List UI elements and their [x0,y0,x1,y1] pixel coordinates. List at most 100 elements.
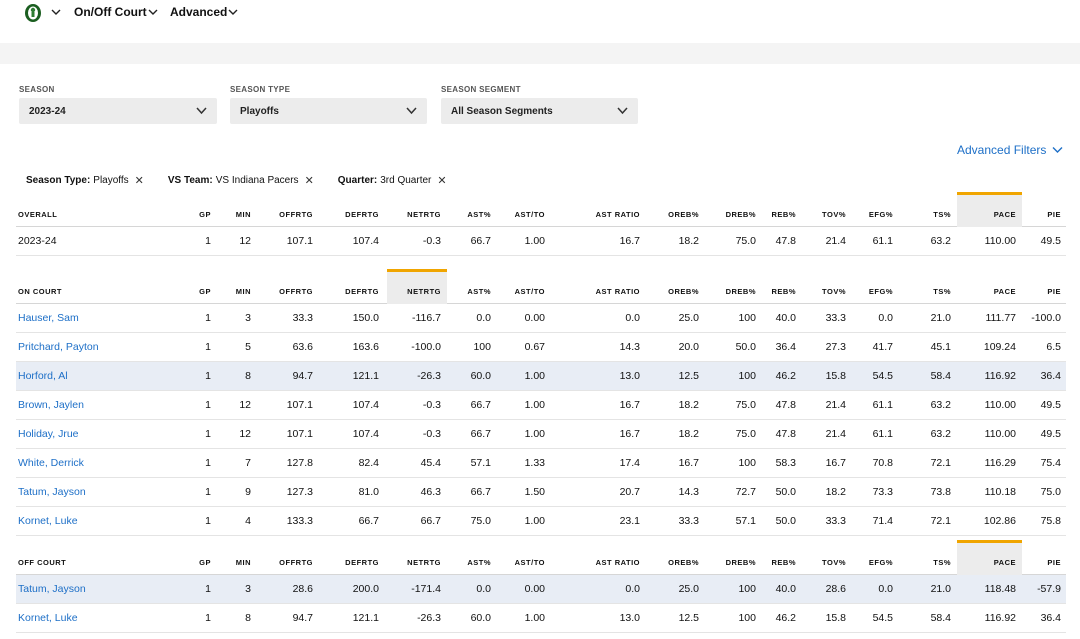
column-header-ast-[interactable]: AST% [467,286,491,296]
column-header-gp[interactable]: GP [199,209,211,219]
player-link[interactable]: Tatum, Jayson [18,486,86,498]
column-header-min[interactable]: MIN [235,557,251,567]
column-header-pie[interactable]: PIE [1047,557,1061,567]
column-header-defrtg[interactable]: DEFRTG [345,286,379,296]
column-header-ts-[interactable]: TS% [933,209,951,219]
player-link[interactable]: Tatum, Jayson [18,583,86,595]
stat-cell: 100 [473,341,491,353]
team-logo-icon[interactable] [24,3,42,23]
column-header-ast-to[interactable]: AST/TO [514,557,545,567]
filter-chip-vs-team: VS Team: VS Indiana Pacers ✕ [168,174,314,187]
player-link[interactable]: White, Derrick [18,457,84,469]
column-header-offrtg[interactable]: OFFRTG [279,557,313,567]
stat-cell: 133.3 [286,515,313,527]
team-chevron-down-icon[interactable] [51,8,61,16]
column-header-ast-to[interactable]: AST/TO [514,286,545,296]
column-header-ts-[interactable]: TS% [933,557,951,567]
player-link[interactable]: Brown, Jaylen [18,399,84,411]
column-header-pie[interactable]: PIE [1047,286,1061,296]
column-header-netrtg[interactable]: NETRTG [407,286,441,296]
stat-cell: 121.1 [352,612,379,624]
stat-cell: 17.4 [619,457,640,469]
advanced-chevron-down-icon[interactable] [228,8,238,16]
column-header-efg-[interactable]: EFG% [868,557,893,567]
player-link[interactable]: Horford, Al [18,370,68,382]
column-header-min[interactable]: MIN [235,209,251,219]
column-header-tov-[interactable]: TOV% [822,286,846,296]
stat-cell: 66.7 [470,486,491,498]
column-header-efg-[interactable]: EFG% [868,286,893,296]
column-header-offrtg[interactable]: OFFRTG [279,286,313,296]
player-link[interactable]: Hauser, Sam [18,312,79,324]
stat-cell: 58.4 [930,370,951,382]
column-header-pie[interactable]: PIE [1047,209,1061,219]
top-nav: On/Off Court Advanced [0,0,1080,26]
stat-cell: 54.5 [872,370,893,382]
remove-chip-icon[interactable]: ✕ [437,175,447,187]
column-header-pace[interactable]: PACE [993,286,1016,296]
player-link[interactable]: Kornet, Luke [18,515,78,527]
season-type-select[interactable]: Playoffs [230,98,427,124]
column-header-tov-[interactable]: TOV% [822,557,846,567]
stat-cell: 127.8 [286,457,313,469]
stat-cell: 28.6 [292,583,313,595]
nav-advanced[interactable]: Advanced [170,5,228,19]
column-header-pace[interactable]: PACE [993,209,1016,219]
column-header-dreb-[interactable]: DREB% [725,209,756,219]
player-link[interactable]: Holiday, Jrue [18,428,79,440]
stat-cell: 46.3 [420,486,441,498]
player-link[interactable]: Pritchard, Payton [18,341,99,353]
column-header-gp[interactable]: GP [199,557,211,567]
column-header-oreb-[interactable]: OREB% [668,209,699,219]
column-header-ts-[interactable]: TS% [933,286,951,296]
stat-cell: 14.3 [619,341,640,353]
column-header-ast-ratio[interactable]: AST RATIO [595,557,640,567]
column-header-reb-[interactable]: REB% [771,209,796,219]
column-header-ast-[interactable]: AST% [467,209,491,219]
column-header-gp[interactable]: GP [199,286,211,296]
season-select[interactable]: 2023-24 [19,98,217,124]
on-off-chevron-down-icon[interactable] [148,8,158,16]
column-header-min[interactable]: MIN [235,286,251,296]
column-header-defrtg[interactable]: DEFRTG [345,209,379,219]
advanced-filters-toggle[interactable]: Advanced Filters [957,143,1063,157]
column-header-ast-to[interactable]: AST/TO [514,209,545,219]
table-row: Brown, Jaylen 1 12 107.1 107.4 -0.3 66.7 1.00 16… [16,391,1066,420]
stat-cell: 4 [245,515,251,527]
column-header-oreb-[interactable]: OREB% [668,286,699,296]
nav-divider-band [0,43,1080,64]
remove-chip-icon[interactable]: ✕ [134,175,144,187]
remove-chip-icon[interactable]: ✕ [304,175,314,187]
advanced-filters-label: Advanced Filters [957,143,1047,157]
stat-cell: 57.1 [735,515,756,527]
column-header-defrtg[interactable]: DEFRTG [345,557,379,567]
player-link[interactable]: Kornet, Luke [18,612,78,624]
column-header-reb-[interactable]: REB% [771,286,796,296]
column-header-ast-[interactable]: AST% [467,557,491,567]
column-header-efg-[interactable]: EFG% [868,209,893,219]
column-header-netrtg[interactable]: NETRTG [407,557,441,567]
column-header-dreb-[interactable]: DREB% [725,557,756,567]
column-header-oreb-[interactable]: OREB% [668,557,699,567]
stat-cell: 58.4 [930,612,951,624]
column-header-netrtg[interactable]: NETRTG [407,209,441,219]
column-header-pace[interactable]: PACE [993,557,1016,567]
stat-cell: 75.4 [1040,457,1061,469]
table-row: 2023-24 1 12 107.1 107.4 -0.3 66.7 1.00 16.7 18.2… [16,227,1066,256]
stat-cell: 73.3 [872,486,893,498]
season-segment-select[interactable]: All Season Segments [441,98,638,124]
stat-cell: 33.3 [825,515,846,527]
column-header-reb-[interactable]: REB% [771,557,796,567]
column-header-dreb-[interactable]: DREB% [725,286,756,296]
stat-cell: 3 [245,312,251,324]
off-court-table: OFF COURT GP MIN OFFRTG DEFRTG NETRTG AST% AST/… [16,540,1066,633]
column-header-ast-ratio[interactable]: AST RATIO [595,286,640,296]
chip-value: VS Indiana Pacers [215,175,299,186]
sorted-column-indicator [387,269,447,304]
nav-on-off-court[interactable]: On/Off Court [74,5,147,19]
stat-cell: 16.7 [619,428,640,440]
column-header-tov-[interactable]: TOV% [822,209,846,219]
column-header-offrtg[interactable]: OFFRTG [279,209,313,219]
sorted-column-indicator [957,540,1022,575]
column-header-ast-ratio[interactable]: AST RATIO [595,209,640,219]
